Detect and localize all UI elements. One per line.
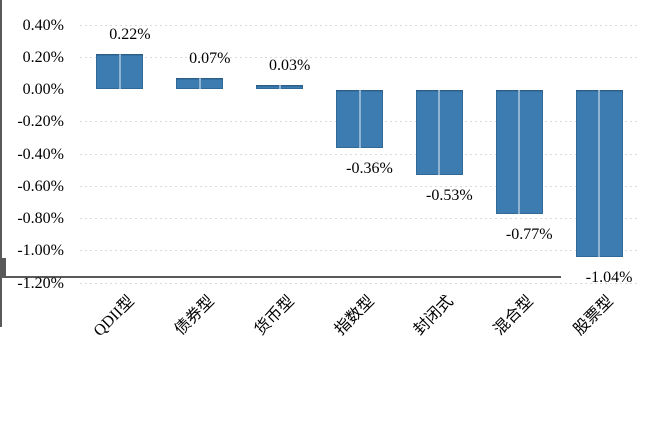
bar-1 [176, 78, 224, 90]
y-axis-label: -0.60% [17, 177, 64, 195]
y-axis-label: -1.00% [17, 242, 64, 260]
gridline [80, 24, 639, 26]
y-axis-tick [0, 262, 6, 264]
gridline [80, 56, 639, 58]
y-axis-label: 0.20% [22, 48, 64, 66]
gridline [80, 250, 639, 252]
y-axis-tick [0, 270, 6, 272]
y-axis-label: 0.00% [22, 81, 64, 98]
data-label: 0.22% [109, 26, 151, 44]
bar-split-line [118, 54, 121, 90]
bar-split-line [358, 89, 361, 148]
bar-6 [575, 89, 623, 258]
bar-0 [96, 54, 144, 90]
x-axis-tick [0, 299, 2, 306]
x-axis-tick [0, 313, 2, 320]
x-axis-tick [0, 278, 2, 285]
y-axis-tick [0, 260, 6, 262]
bar-4 [415, 89, 463, 175]
gridline [80, 185, 639, 187]
data-label: 0.07% [189, 50, 231, 68]
y-axis-tick [0, 266, 6, 268]
bar-split-line [278, 84, 281, 90]
y-axis-tick [0, 264, 6, 266]
bar-2 [256, 84, 304, 90]
x-axis-line [0, 276, 561, 278]
gridline [80, 282, 639, 284]
y-axis-label: -0.40% [17, 145, 64, 163]
bar-3 [336, 89, 383, 148]
x-axis-tick [0, 292, 2, 299]
y-axis-tick [0, 272, 6, 274]
y-axis-tick [0, 258, 6, 260]
y-axis-label: -1.20% [17, 274, 64, 292]
bar-split-line [518, 89, 521, 214]
gridline [80, 218, 639, 219]
data-label: 0.03% [268, 56, 311, 74]
y-axis-line [0, 0, 2, 258]
bar-split-line [198, 78, 201, 90]
x-axis-tick [0, 285, 2, 292]
y-axis-tick [0, 268, 6, 270]
data-label: -0.77% [505, 225, 553, 243]
bar-5 [495, 89, 543, 214]
y-axis-label: -0.80% [17, 210, 64, 227]
y-axis-label: -0.20% [17, 113, 64, 131]
y-axis-tick [0, 274, 6, 276]
y-axis-label: 0.40% [22, 16, 64, 34]
x-axis-tick [0, 306, 2, 313]
gridline [80, 153, 639, 155]
data-label: -0.53% [426, 186, 473, 204]
data-label: -1.04% [585, 269, 633, 287]
bar-split-line [438, 89, 441, 175]
x-axis-tick [0, 320, 2, 327]
bar-split-line [598, 89, 601, 258]
data-label: -0.36% [346, 159, 393, 177]
